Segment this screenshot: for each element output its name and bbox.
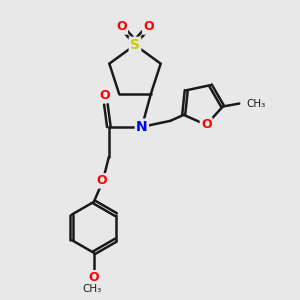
Text: S: S xyxy=(130,38,140,52)
Text: O: O xyxy=(88,271,99,284)
Text: O: O xyxy=(201,118,211,131)
Text: O: O xyxy=(99,89,110,102)
Text: O: O xyxy=(96,174,107,187)
Text: CH₃: CH₃ xyxy=(83,284,102,294)
Text: CH₃: CH₃ xyxy=(247,98,266,109)
Text: O: O xyxy=(143,20,154,34)
Text: N: N xyxy=(136,120,148,134)
Text: O: O xyxy=(116,20,127,34)
